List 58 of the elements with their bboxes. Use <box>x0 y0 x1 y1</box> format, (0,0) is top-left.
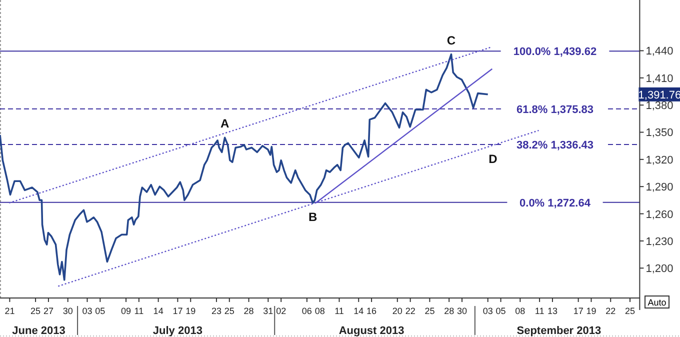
x-tick-label: 25 <box>224 306 234 316</box>
text: August 2013 <box>338 325 404 337</box>
x-tick-label: 08 <box>314 306 325 316</box>
annotation: B <box>308 210 318 224</box>
x-tick-label: 22 <box>606 306 616 316</box>
text: September 2013 <box>516 325 602 337</box>
x-tick-label: 13 <box>547 306 558 316</box>
y-tick-label: 1,260 <box>646 208 674 221</box>
x-tick-label: 08 <box>515 306 526 316</box>
annotation: C <box>446 33 456 48</box>
x-tick-label: 21 <box>4 306 15 316</box>
x-tick-label: 27 <box>43 306 54 316</box>
x-tick-label: 11 <box>534 306 544 316</box>
x-tick-label: 14 <box>354 306 364 316</box>
x-tick-label: 03 <box>482 306 493 316</box>
x-tick-label: 14 <box>153 306 164 316</box>
annotation: A <box>220 116 230 131</box>
x-tick-label: 09 <box>120 306 132 316</box>
line-series <box>0 53 489 281</box>
x-tick-label: 17 <box>573 306 584 316</box>
x-tick-label: 02 <box>276 306 286 316</box>
y-tick-label: 1,230 <box>646 236 674 248</box>
x-tick-label: 05 <box>95 306 106 316</box>
y-tick-label: 1,350 <box>646 127 674 140</box>
x-tick-label: 28 <box>444 306 454 316</box>
x-tick-label: 03 <box>82 306 92 316</box>
text: July 2013 <box>152 325 202 337</box>
ref-line-label: 100.0% 1,439.62 <box>513 46 597 58</box>
x-tick-label: 31 <box>263 306 274 316</box>
ref-line-label: 38.2% 1,336.43 <box>516 140 594 152</box>
ref-line-label: 61.8% 1,375.83 <box>516 104 594 116</box>
y-tick-label: 1,320 <box>646 154 674 166</box>
x-tick-label: 06 <box>302 306 312 316</box>
ref-line-label: 0.0% 1,272.64 <box>520 197 592 210</box>
x-tick-label: 25 <box>625 306 636 316</box>
y-tick-label: 1,200 <box>646 263 674 276</box>
x-tick-label: 25 <box>30 306 41 316</box>
text: Auto <box>648 298 666 308</box>
x-tick-label: 28 <box>244 306 254 316</box>
y-tick-label: 1,290 <box>646 182 674 194</box>
x-tick-label: 16 <box>366 306 377 316</box>
x-tick-label: 23 <box>211 306 222 316</box>
y-tick-label: 1,440 <box>646 46 674 58</box>
x-tick-label: 22 <box>405 306 416 316</box>
x-tick-label: 30 <box>62 306 73 316</box>
y-tick-label: 1,380 <box>646 100 674 112</box>
x-tick-label: 30 <box>457 306 468 316</box>
x-tick-label: 17 <box>172 306 183 316</box>
x-tick-label: 20 <box>392 306 402 316</box>
x-tick-label: 25 <box>424 306 435 316</box>
x-tick-label: 19 <box>186 306 196 316</box>
x-tick-label: 11 <box>134 306 144 316</box>
y-tick-label: 1,410 <box>646 72 674 85</box>
x-tick-label: 05 <box>496 306 506 316</box>
x-tick-label: 19 <box>586 306 596 316</box>
x-tick-label: 11 <box>334 306 344 316</box>
text: June 2013 <box>12 325 66 337</box>
annotation: D <box>488 152 498 166</box>
